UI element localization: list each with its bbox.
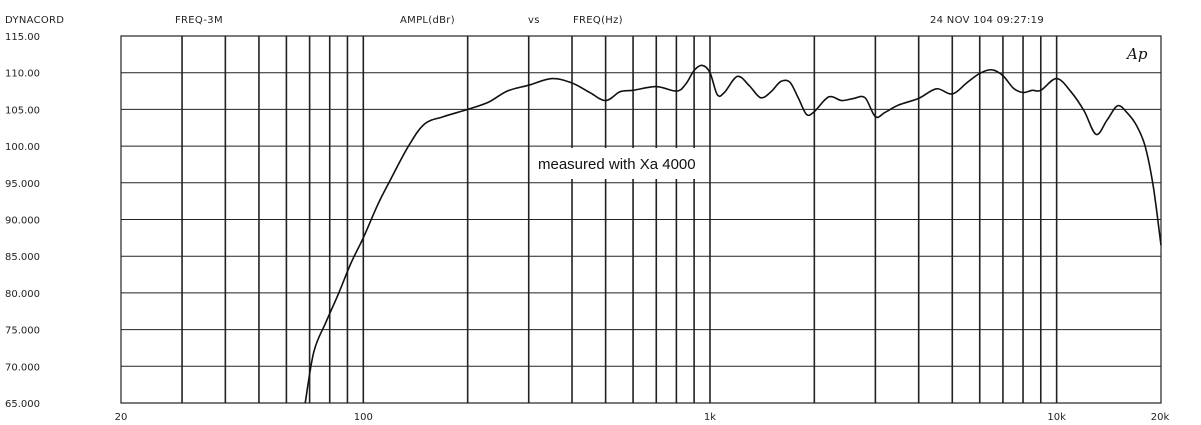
annotation-box: measured with Xa 4000 [530, 148, 704, 179]
plot-area: 115.00 110.00 105.00 100.00 95.000 90.000 85.0… [5, 32, 1169, 423]
x-tick-label: 10k [1047, 412, 1066, 423]
y-tick-label: 110.00 [5, 69, 40, 80]
y-tick-label: 100.00 [5, 142, 40, 153]
vs-label: vs [528, 15, 540, 26]
vertical-gridlines [181, 36, 1058, 403]
x-axis-ticks: 20 100 1k 10k 20k [115, 412, 1170, 423]
annotation-text: measured with Xa 4000 [538, 156, 696, 173]
x-tick-label: 1k [704, 412, 716, 423]
response-curve [304, 64, 1162, 404]
mode-label: FREQ-3M [175, 15, 223, 26]
brand-label: DYNACORD [5, 15, 64, 26]
chart-header: DYNACORD FREQ-3M AMPL(dBr) vs FREQ(Hz) 2… [5, 15, 1044, 26]
y-quantity-label: AMPL(dBr) [400, 15, 455, 26]
audio-precision-logo: Ap [1125, 45, 1148, 63]
x-tick-label: 20 [115, 412, 128, 423]
x-quantity-label: FREQ(Hz) [573, 15, 623, 26]
x-tick-label: 20k [1151, 412, 1170, 423]
y-tick-label: 90.000 [5, 216, 40, 227]
horizontal-gridlines [121, 72, 1161, 367]
y-tick-label: 70.000 [5, 362, 40, 373]
y-tick-label: 65.000 [5, 399, 40, 410]
y-tick-label: 115.00 [5, 32, 40, 43]
y-tick-label: 85.000 [5, 252, 40, 263]
x-tick-label: 100 [354, 412, 373, 423]
y-axis-ticks: 115.00 110.00 105.00 100.00 95.000 90.000 85.0… [5, 32, 40, 410]
timestamp-label: 24 NOV 104 09:27:19 [930, 15, 1044, 26]
y-tick-label: 75.000 [5, 326, 40, 337]
annotation-background [530, 148, 704, 179]
y-tick-label: 105.00 [5, 105, 40, 116]
y-tick-label: 80.000 [5, 289, 40, 300]
y-tick-label: 95.000 [5, 179, 40, 190]
